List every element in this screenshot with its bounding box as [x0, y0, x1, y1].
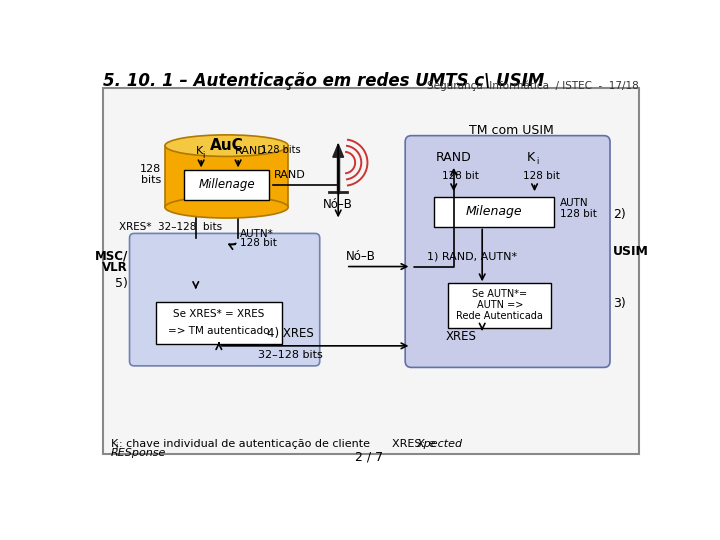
- Text: Segurança  Informática  / ISTEC  -  17/18: Segurança Informática / ISTEC - 17/18: [427, 80, 639, 91]
- Text: Se AUTN*=: Se AUTN*=: [472, 289, 528, 299]
- FancyBboxPatch shape: [449, 283, 552, 328]
- Text: RAND: RAND: [235, 146, 267, 157]
- Polygon shape: [333, 144, 343, 157]
- Text: 128 bit: 128 bit: [523, 172, 560, 181]
- Text: Se XRES* = XRES: Se XRES* = XRES: [174, 308, 264, 319]
- Text: RAND: RAND: [274, 170, 306, 180]
- FancyBboxPatch shape: [165, 146, 288, 207]
- Text: AuC: AuC: [210, 138, 243, 153]
- Text: AUTN*: AUTN*: [240, 229, 274, 239]
- Ellipse shape: [165, 197, 288, 218]
- Text: : chave individual de autenticação de cliente: : chave individual de autenticação de cl…: [119, 438, 370, 449]
- FancyBboxPatch shape: [184, 170, 269, 200]
- FancyBboxPatch shape: [156, 302, 282, 343]
- Text: => TM autenticado: => TM autenticado: [168, 326, 269, 336]
- FancyBboxPatch shape: [104, 88, 639, 454]
- Text: 4) XRES: 4) XRES: [266, 327, 313, 340]
- Text: Xpected: Xpected: [417, 438, 463, 449]
- Text: Nó–B: Nó–B: [323, 198, 353, 211]
- Text: 128 bit: 128 bit: [442, 172, 479, 181]
- FancyBboxPatch shape: [130, 233, 320, 366]
- Text: VLR: VLR: [102, 261, 128, 274]
- Text: AUTN: AUTN: [560, 198, 588, 208]
- Text: bits: bits: [141, 176, 161, 185]
- Text: 128 bits: 128 bits: [261, 145, 301, 155]
- Text: XRES: e: XRES: e: [392, 438, 436, 449]
- Text: 5. 10. 1 – Autenticação em redes UMTS c\ USIM: 5. 10. 1 – Autenticação em redes UMTS c\…: [104, 72, 544, 91]
- Text: K: K: [196, 146, 203, 157]
- Text: Milenage: Milenage: [466, 205, 523, 218]
- Text: Rede Autenticada: Rede Autenticada: [456, 311, 544, 321]
- Ellipse shape: [165, 135, 288, 157]
- Text: AUTN =>: AUTN =>: [477, 300, 523, 310]
- Text: 5): 5): [115, 276, 128, 289]
- Text: i: i: [202, 151, 204, 160]
- Text: i: i: [116, 442, 118, 451]
- Text: XRES*  32–128  bits: XRES* 32–128 bits: [119, 221, 222, 232]
- Text: 2): 2): [613, 208, 626, 221]
- Text: 2 / 7: 2 / 7: [355, 451, 383, 464]
- Text: Millenage: Millenage: [198, 178, 255, 191]
- Text: K: K: [526, 151, 535, 164]
- FancyBboxPatch shape: [405, 136, 610, 367]
- Text: 3): 3): [613, 297, 626, 310]
- Text: 1) RAND, AUTN*: 1) RAND, AUTN*: [427, 252, 517, 262]
- Text: TM com USIM: TM com USIM: [469, 124, 554, 137]
- Text: XRES: XRES: [446, 330, 477, 343]
- Text: 128 bit: 128 bit: [240, 239, 276, 248]
- Text: 128: 128: [140, 164, 161, 174]
- Text: RAND: RAND: [436, 151, 472, 164]
- Text: 32–128 bits: 32–128 bits: [258, 350, 323, 360]
- Text: K: K: [111, 438, 118, 449]
- Text: 128 bit: 128 bit: [560, 209, 597, 219]
- Text: i: i: [536, 157, 539, 166]
- Text: USIM: USIM: [613, 245, 649, 258]
- FancyBboxPatch shape: [434, 197, 554, 226]
- Text: RESponse: RESponse: [111, 448, 166, 458]
- Text: MSC/: MSC/: [95, 249, 128, 262]
- Text: Nó–B: Nó–B: [346, 249, 377, 262]
